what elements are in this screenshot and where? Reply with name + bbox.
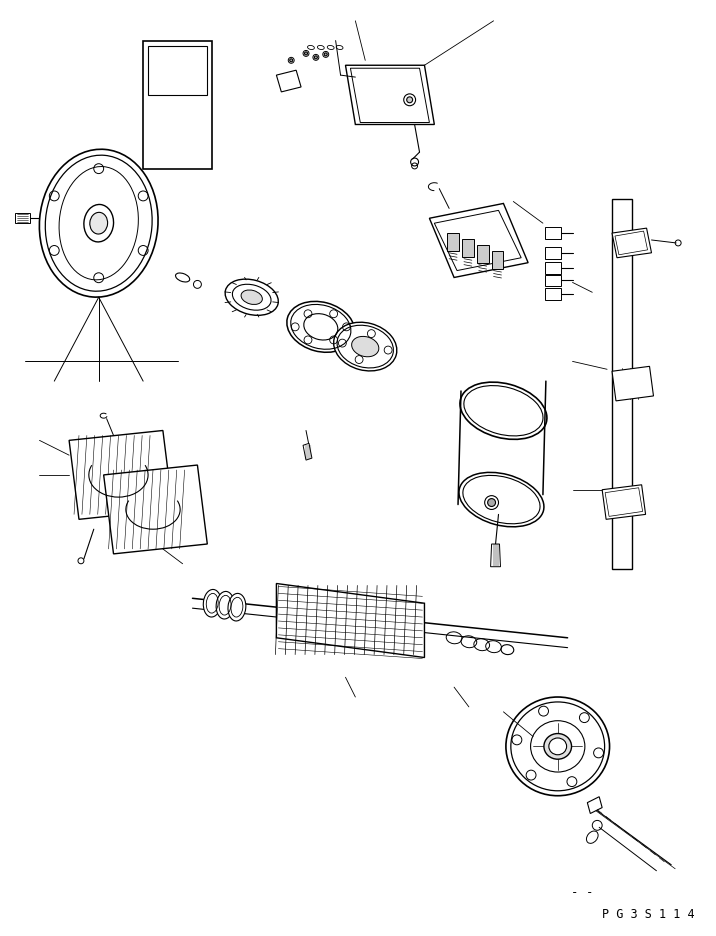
Ellipse shape [544,734,571,759]
Ellipse shape [84,204,114,241]
Circle shape [324,53,327,56]
Ellipse shape [549,738,566,754]
Polygon shape [612,228,652,257]
Text: - -: - - [571,886,593,899]
Polygon shape [545,288,561,300]
Bar [462,239,474,256]
Polygon shape [276,70,301,92]
Ellipse shape [287,301,355,352]
Polygon shape [303,444,312,461]
Ellipse shape [39,149,158,297]
Ellipse shape [228,593,246,621]
Polygon shape [104,465,208,554]
Ellipse shape [241,290,262,304]
Polygon shape [490,544,500,566]
Polygon shape [15,213,29,223]
Ellipse shape [459,473,544,527]
Circle shape [304,51,307,55]
Ellipse shape [352,336,379,357]
Circle shape [314,56,317,59]
Ellipse shape [506,697,609,796]
Polygon shape [346,66,435,124]
Ellipse shape [90,212,107,234]
Ellipse shape [225,279,279,315]
Circle shape [404,94,415,106]
Bar [477,245,488,263]
Polygon shape [430,203,528,277]
Polygon shape [587,797,602,813]
Ellipse shape [216,592,234,619]
Ellipse shape [460,382,547,439]
Circle shape [407,96,412,103]
Text: P G 3 S 1 1 4: P G 3 S 1 1 4 [602,908,695,921]
Circle shape [488,499,495,506]
Ellipse shape [357,80,413,110]
Polygon shape [69,431,173,519]
Bar [448,233,459,251]
Polygon shape [612,366,654,401]
Polygon shape [602,485,646,519]
Polygon shape [612,198,632,569]
Polygon shape [545,274,561,286]
Ellipse shape [203,590,221,617]
Polygon shape [276,583,425,657]
Polygon shape [545,247,561,258]
Polygon shape [545,227,561,239]
Circle shape [290,59,293,62]
Polygon shape [545,262,561,273]
Ellipse shape [334,322,397,371]
Bar [492,251,503,269]
